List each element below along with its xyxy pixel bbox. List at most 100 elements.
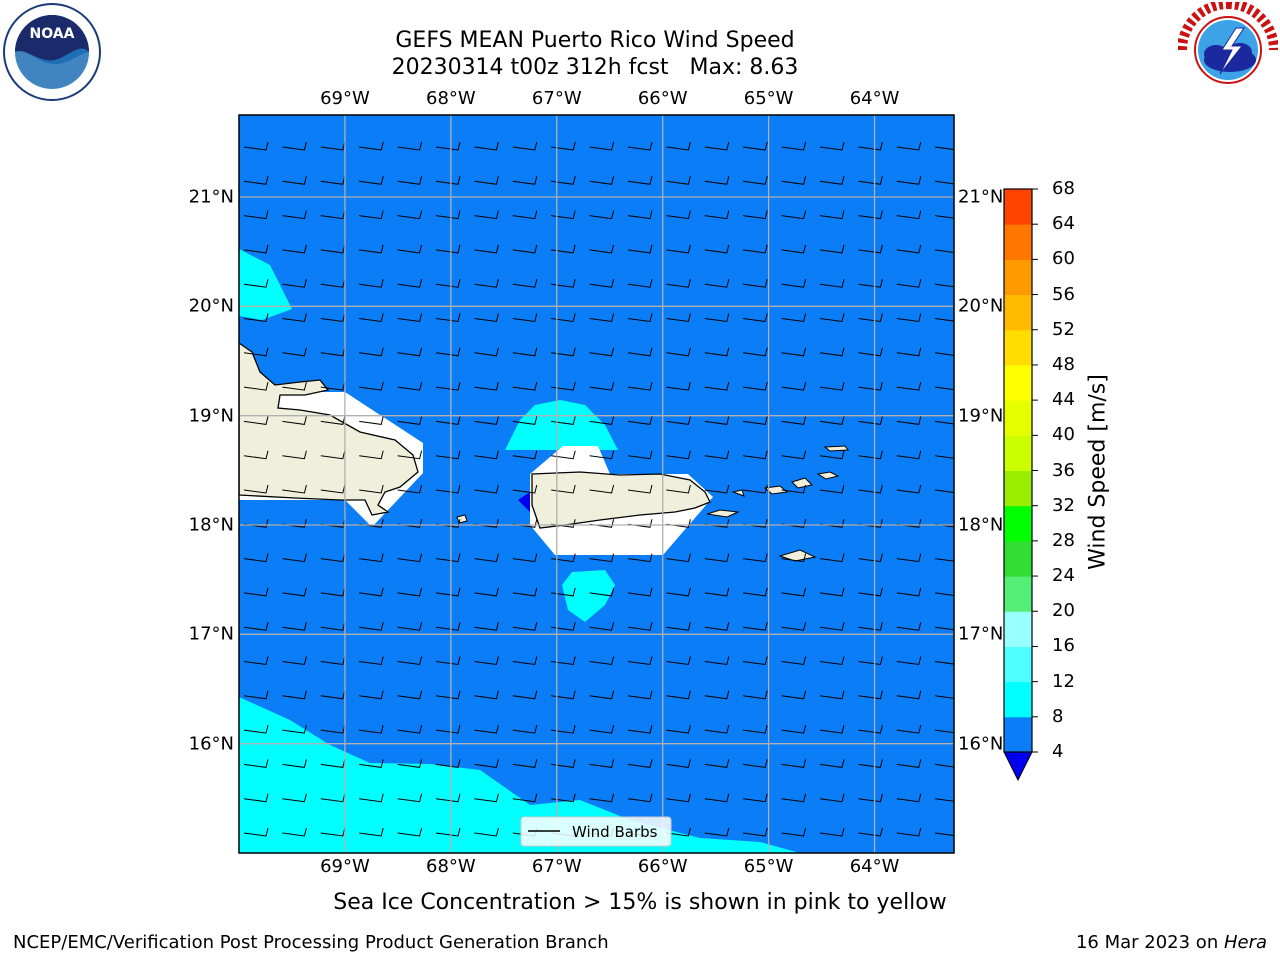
wind-barb bbox=[243, 279, 269, 288]
wind-barb bbox=[858, 656, 883, 666]
wind-barb bbox=[666, 724, 691, 734]
wind-barb bbox=[743, 347, 768, 357]
wind-barb bbox=[435, 176, 461, 185]
wind-barb bbox=[935, 558, 954, 562]
wind-barb bbox=[551, 176, 576, 185]
wind-barb bbox=[282, 450, 307, 460]
wind-barb bbox=[320, 553, 346, 563]
wind-barb bbox=[743, 622, 768, 631]
wind-barb bbox=[781, 827, 807, 837]
wind-barb bbox=[743, 210, 768, 220]
wind-barb bbox=[743, 484, 768, 494]
wind-barb bbox=[819, 690, 845, 700]
wind-barb bbox=[781, 141, 807, 151]
wind-band-8-12-northwest bbox=[239, 249, 292, 320]
wind-barb bbox=[627, 587, 653, 597]
wind-barb bbox=[512, 141, 538, 151]
lon-tick-label-top: 64°W bbox=[849, 88, 900, 109]
wind-barb bbox=[896, 656, 922, 666]
wind-barb bbox=[320, 279, 346, 288]
wind-barb bbox=[896, 416, 922, 425]
wind-barb bbox=[589, 279, 615, 288]
wind-barb bbox=[589, 622, 615, 631]
wind-barb bbox=[743, 313, 768, 323]
wind-barb bbox=[474, 176, 499, 185]
wind-barb bbox=[243, 690, 269, 700]
colorbar-tick-label: 56 bbox=[1052, 283, 1075, 305]
map-title: GEFS MEAN Puerto Rico Wind Speed bbox=[395, 28, 795, 53]
wind-barb bbox=[435, 484, 461, 494]
colorbar bbox=[1003, 188, 1038, 782]
wind-barb bbox=[858, 210, 883, 220]
sea-ice-caption: Sea Ice Concentration > 15% is shown in … bbox=[333, 890, 947, 915]
wind-barb bbox=[397, 759, 423, 768]
wind-barb bbox=[474, 381, 499, 391]
wind-barb bbox=[935, 249, 954, 253]
colorbar-tick-label: 4 bbox=[1052, 741, 1064, 762]
wind-barb bbox=[359, 347, 384, 357]
lat-tick-label-right: 20°N bbox=[958, 295, 1004, 317]
wind-barb bbox=[359, 793, 384, 803]
wind-barb bbox=[435, 279, 461, 288]
wind-barb bbox=[551, 450, 576, 460]
wind-barb bbox=[282, 690, 307, 700]
wind-barb bbox=[359, 484, 384, 494]
colorbar-band bbox=[1004, 576, 1032, 612]
wind-barb bbox=[781, 793, 807, 803]
wind-barb bbox=[627, 622, 653, 631]
wind-barb bbox=[359, 587, 384, 597]
wind-barb bbox=[858, 347, 883, 357]
wind-barb bbox=[819, 347, 845, 357]
wind-barb bbox=[474, 313, 499, 323]
wind-barb bbox=[743, 381, 768, 391]
land-puerto-rico bbox=[531, 471, 711, 529]
lon-tick-label-top: 66°W bbox=[637, 88, 688, 109]
wind-barb bbox=[243, 176, 269, 185]
wind-barb bbox=[359, 759, 384, 768]
wind-barb bbox=[512, 484, 538, 494]
lon-tick-label-top: 69°W bbox=[320, 88, 370, 109]
wind-barb bbox=[627, 759, 653, 768]
wind-barb bbox=[743, 244, 768, 254]
wind-barb bbox=[435, 381, 461, 391]
wind-barb bbox=[435, 553, 461, 563]
wind-barb bbox=[359, 553, 384, 563]
colorbar-band bbox=[1004, 189, 1032, 225]
wind-barb bbox=[320, 381, 346, 391]
wind-barb bbox=[551, 381, 576, 391]
wind-barb bbox=[243, 553, 269, 563]
wind-barb bbox=[551, 587, 576, 597]
wind-barb bbox=[858, 690, 883, 700]
wind-barb bbox=[474, 141, 499, 151]
lat-tick-label-left: 19°N bbox=[188, 405, 234, 427]
wind-barb bbox=[359, 313, 384, 323]
wind-barb bbox=[320, 313, 346, 323]
wind-barb bbox=[282, 793, 307, 803]
wind-barb bbox=[896, 622, 922, 631]
wind-barb bbox=[781, 416, 807, 425]
wind-barb bbox=[935, 592, 954, 596]
wind-barb bbox=[858, 622, 883, 631]
wind-barb bbox=[627, 416, 653, 425]
wind-barb bbox=[397, 622, 423, 631]
wind-barb bbox=[896, 587, 922, 597]
wind-barb bbox=[666, 347, 691, 357]
wind-barb bbox=[743, 141, 768, 151]
lat-tick-label-right: 16°N bbox=[958, 733, 1004, 755]
wind-barb bbox=[397, 381, 423, 391]
wind-barb bbox=[243, 793, 269, 803]
wind-barb bbox=[551, 313, 576, 323]
colorbar-tick-label: 24 bbox=[1052, 565, 1075, 587]
wind-barb bbox=[282, 827, 307, 837]
lon-tick-label-bottom: 67°W bbox=[531, 856, 582, 877]
wind-barb bbox=[474, 210, 499, 220]
wind-barb bbox=[512, 210, 538, 220]
lon-tick-label-bottom: 65°W bbox=[743, 856, 794, 877]
wind-barb bbox=[589, 484, 615, 494]
wind-barb bbox=[666, 656, 691, 666]
wind-barb bbox=[781, 450, 807, 460]
wind-barb bbox=[896, 176, 922, 185]
wind-barb bbox=[896, 381, 922, 391]
wind-barb bbox=[397, 484, 423, 494]
wind-barb bbox=[551, 141, 576, 151]
